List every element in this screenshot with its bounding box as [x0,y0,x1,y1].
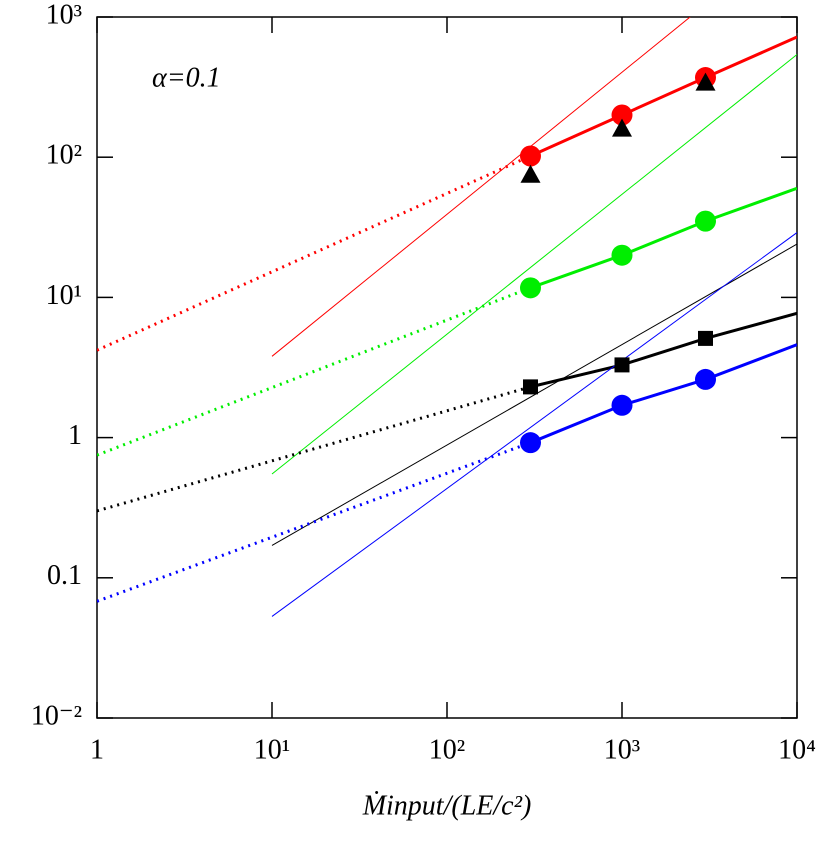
marker-square [697,330,713,346]
x-tick-label: 10⁴ [778,734,816,765]
line-thin [271,232,797,617]
y-tick-label: 10² [46,140,82,171]
marker-circle [694,210,716,232]
y-tick-label: 10³ [46,0,82,30]
x-tick-label: 10³ [604,734,640,765]
y-tick-label: 10⁻² [31,700,82,731]
line-dotted [97,154,532,352]
line-dotted [97,385,531,513]
annotation: α=0.1 [152,62,221,93]
marker-circle [519,145,541,167]
marker-triangle [612,118,632,137]
marker-triangle [695,72,716,91]
marker-circle [519,432,541,454]
x-axis-label: Ṁinput/(LE/c²) [362,790,532,821]
x-tick-label: 1 [90,734,104,765]
line-dotted [97,286,532,457]
marker-triangle [520,164,541,183]
plot-frame [96,16,798,719]
marker-circle [694,368,716,390]
y-tick-label: 1 [68,420,82,451]
line-solid [530,311,797,389]
x-tick-label: 10² [429,734,465,765]
line-solid [529,186,797,290]
line-thin [271,17,691,357]
line-solid [529,343,797,445]
line-thin [271,243,797,546]
line-thin [271,54,797,475]
line-solid [529,35,797,158]
marker-square [614,357,630,373]
marker-circle [519,277,541,299]
y-tick-label: 10¹ [46,280,82,311]
marker-circle [611,104,633,126]
x-tick-label: 10¹ [254,734,290,765]
marker-circle [611,244,633,266]
y-tick-label: 0.1 [47,560,82,591]
marker-square [522,379,538,395]
marker-circle [611,394,633,416]
plot-area [97,17,797,617]
